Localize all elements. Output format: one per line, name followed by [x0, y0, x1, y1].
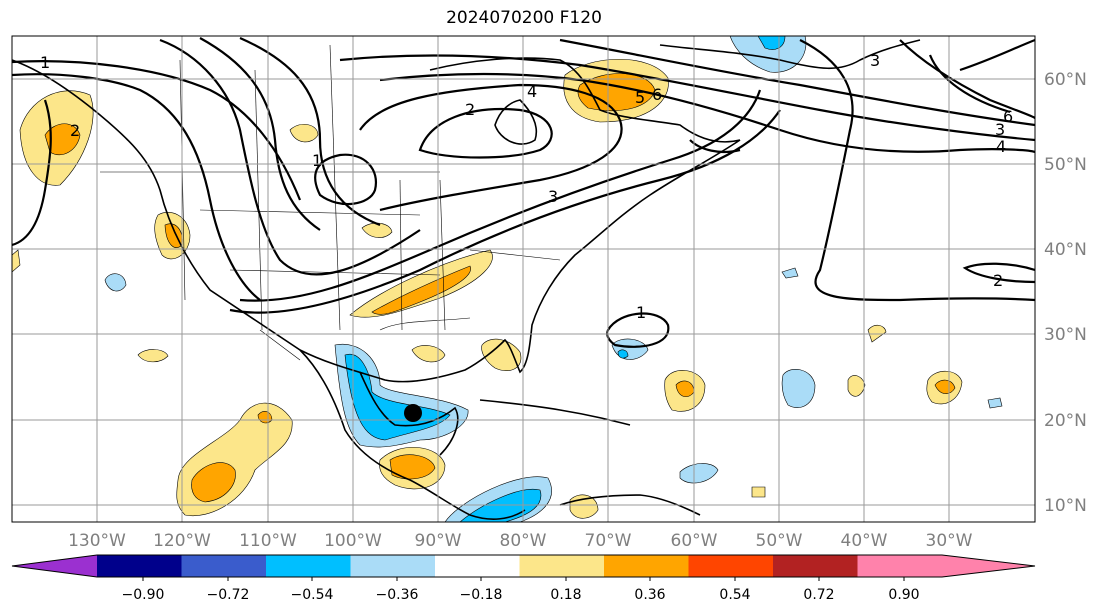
- lon-tick: 50°W: [756, 531, 803, 551]
- colorbar-tick-label: 0.54: [719, 587, 750, 603]
- lat-tick: 20°N: [1044, 411, 1087, 431]
- lon-tick: 120°W: [153, 531, 211, 551]
- colorbar-tick-label: −0.72: [207, 587, 250, 603]
- colorbar-tick-label: −0.18: [460, 587, 503, 603]
- contour-label: 3: [995, 120, 1005, 139]
- contour-label: 6: [1003, 107, 1013, 126]
- lat-tick: 50°N: [1044, 155, 1087, 175]
- colorbar-segment: [350, 555, 435, 577]
- lon-tick: 40°W: [841, 531, 888, 551]
- contour-label: 6: [652, 85, 662, 104]
- lon-tick: 70°W: [585, 531, 632, 551]
- lon-tick: 100°W: [324, 531, 382, 551]
- contour-label: 3: [548, 187, 558, 206]
- contour-label: 2: [70, 121, 80, 140]
- colorbar-segment: [266, 555, 351, 577]
- contour-label: 2: [993, 271, 1003, 290]
- contour-label: 5: [635, 88, 645, 107]
- map-frame: [11, 35, 1036, 523]
- contour-lines: [12, 36, 1035, 348]
- lat-tick: 30°N: [1044, 325, 1087, 345]
- colorbar-tick-label: 0.36: [634, 587, 665, 603]
- lon-tick: 60°W: [671, 531, 718, 551]
- lon-tick: 90°W: [415, 531, 462, 551]
- colorbar-segment: [519, 555, 604, 577]
- colorbar-tick-label: 0.72: [803, 587, 834, 603]
- map-title: 2024070200 F120: [446, 8, 602, 28]
- gridlines: [12, 36, 1035, 522]
- contour-labels: 1 2 3 4 5 6 1 2 3 4 6 3 2 1: [40, 51, 1013, 322]
- colorbar-segment: [688, 555, 773, 577]
- colorbar-outline: [11, 554, 1036, 578]
- coastlines: [12, 39, 921, 520]
- storm-center-marker: [404, 404, 422, 422]
- shaded-anomalies: [12, 36, 1003, 522]
- lon-tick: 110°W: [239, 531, 297, 551]
- contour-label: 1: [312, 151, 322, 170]
- contour-label: 1: [636, 303, 646, 322]
- contour-label: 3: [870, 51, 880, 70]
- colorbar-segment: [435, 555, 520, 577]
- longitude-labels: 130°W 120°W 110°W 100°W 90°W 80°W 70°W 6…: [68, 531, 973, 551]
- colorbar-segment: [12, 555, 97, 577]
- colorbar-tick-label: −0.54: [291, 587, 334, 603]
- contour-label: 4: [527, 82, 537, 101]
- colorbar-tick-label: −0.36: [376, 587, 419, 603]
- lon-tick: 130°W: [68, 531, 126, 551]
- colorbar-tick-label: 0.90: [888, 587, 919, 603]
- contour-label: 2: [465, 100, 475, 119]
- colorbar-segment: [604, 555, 689, 577]
- colorbar-tick-label: 0.18: [550, 587, 581, 603]
- lat-tick: 40°N: [1044, 240, 1087, 260]
- colorbar-segment: [773, 555, 858, 577]
- lat-tick: 60°N: [1044, 70, 1087, 90]
- colorbar-tick-label: −0.90: [122, 587, 165, 603]
- lon-tick: 80°W: [500, 531, 547, 551]
- lat-tick: 10°N: [1044, 496, 1087, 516]
- colorbar: −0.90 −0.72 −0.54 −0.36 −0.18 0.18 0.36 …: [11, 554, 1036, 603]
- contour-label: 4: [996, 137, 1006, 156]
- contour-label: 1: [40, 53, 50, 72]
- lon-tick: 30°W: [926, 531, 973, 551]
- colorbar-segment: [181, 555, 266, 577]
- colorbar-segment: [857, 555, 1035, 577]
- latitude-labels: 60°N 50°N 40°N 30°N 20°N 10°N: [1044, 70, 1087, 516]
- colorbar-segment: [97, 555, 182, 577]
